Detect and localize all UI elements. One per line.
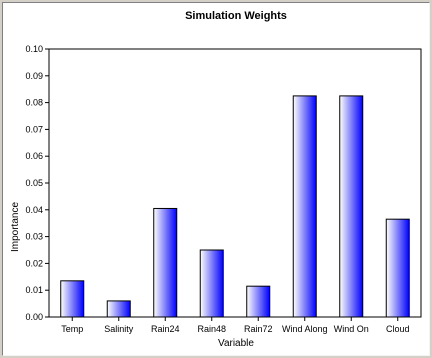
x-tick-label: Salinity xyxy=(104,324,134,334)
y-tick-label: 0.04 xyxy=(25,205,43,215)
chart-title: Simulation Weights xyxy=(185,10,287,22)
y-tick-label: 0.09 xyxy=(25,71,43,81)
bar-rain72 xyxy=(246,285,271,318)
x-tick-label: Rain48 xyxy=(197,324,226,334)
y-tick-label: 0.00 xyxy=(25,312,43,322)
x-axis-ticks: Temp Salinity Rain24 Rain48 Rain72 Wind Along… xyxy=(61,317,410,334)
y-tick-label: 0.01 xyxy=(25,285,43,295)
bar-cloud xyxy=(385,218,410,318)
plot-area-border xyxy=(48,48,422,318)
y-axis-ticks: 0.00 0.01 0.02 0.03 0.04 0.05 0.06 0.07 0.08 0.09… xyxy=(25,44,49,322)
bar-salinity xyxy=(106,300,131,318)
bar-wind-on xyxy=(339,95,364,318)
x-tick-label: Rain72 xyxy=(244,324,273,334)
y-tick-label: 0.05 xyxy=(25,178,43,188)
x-tick-label: Wind Along xyxy=(282,324,328,334)
chart-panel: Simulation Weights 0.00 0.01 0.02 0.03 0.04 0… xyxy=(2,2,430,356)
y-tick-label: 0.06 xyxy=(25,151,43,161)
x-tick-label: Cloud xyxy=(386,324,410,334)
x-tick-label: Wind On xyxy=(334,324,369,334)
y-tick-label: 0.07 xyxy=(25,124,43,134)
bar-rain24 xyxy=(153,207,178,318)
y-tick-label: 0.10 xyxy=(25,44,43,54)
bars xyxy=(60,95,410,318)
bar-rain48 xyxy=(199,249,224,318)
y-tick-label: 0.02 xyxy=(25,258,43,268)
x-axis-label: Variable xyxy=(218,338,254,349)
y-axis-label: Importance xyxy=(10,202,21,252)
x-tick-label: Temp xyxy=(61,324,83,334)
bar-wind-along xyxy=(292,95,317,318)
y-tick-label: 0.08 xyxy=(25,98,43,108)
bar-chart: Simulation Weights 0.000.010.020.030.040… xyxy=(10,10,422,349)
bar-temp xyxy=(60,280,85,318)
y-tick-label: 0.03 xyxy=(25,232,43,242)
x-tick-label: Rain24 xyxy=(151,324,180,334)
